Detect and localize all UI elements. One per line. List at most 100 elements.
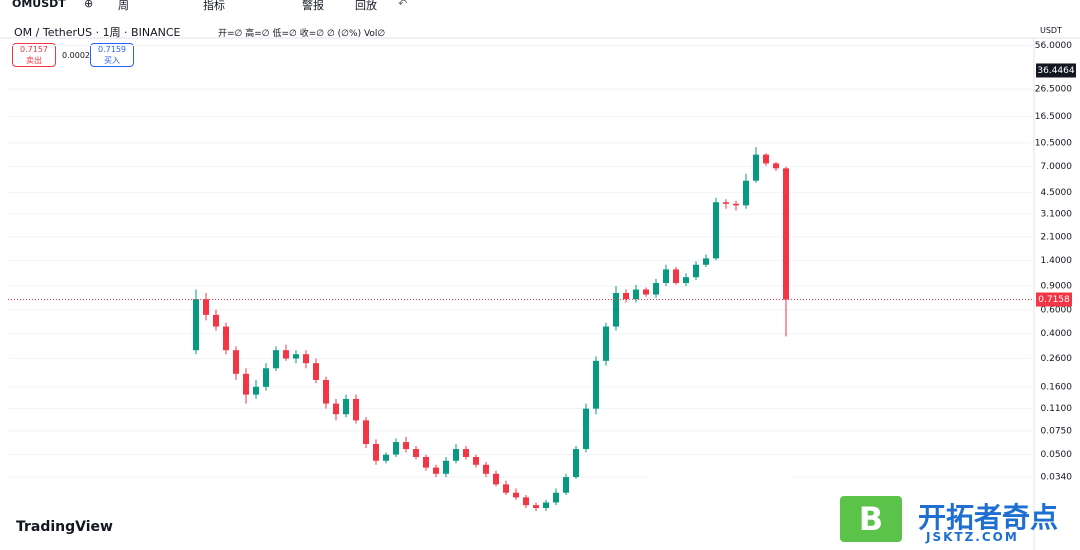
candle-body [233,350,239,374]
interval[interactable]: 周 [118,0,129,12]
y-tick-label: 16.5000 [1035,112,1072,122]
watermark-url: JSKTZ.COM [926,530,1019,544]
candle-body [223,326,229,351]
candle-body [463,449,469,457]
watermark-bg [650,465,790,545]
y-tick-label: 1.4000 [1041,256,1073,266]
buy-button[interactable]: 0.7159 买入 [90,43,134,67]
candle-body [473,456,479,465]
y-tick-label: 0.0500 [1041,450,1073,460]
symbol-search[interactable]: OMUSDT [12,0,66,10]
candle-body [683,277,689,284]
y-tick-label: 0.2600 [1041,354,1073,364]
candle-body [513,492,519,498]
candle-body [753,154,759,181]
candle-body [503,484,509,493]
y-tick-label: 0.0340 [1041,473,1073,483]
candle-body [543,502,549,509]
candle-body [723,202,729,204]
candle-body [533,505,539,509]
y-tick-label: 0.4000 [1041,329,1073,339]
candle-body [413,449,419,457]
candle-body [713,202,719,259]
y-tick-label: 7.0000 [1041,162,1073,172]
watermark-icon: B [840,496,902,542]
indicators[interactable]: 指标 [203,0,225,12]
y-tick-label: 2.1000 [1041,232,1073,242]
candle-body [743,180,749,206]
candle-body [443,460,449,474]
candle-body [663,269,669,284]
candle-body [703,258,709,265]
candle-body [203,299,209,315]
y-tick-label: 3.1000 [1041,210,1073,220]
candle-body [523,497,529,506]
candle-body [193,299,199,351]
candle-body [763,154,769,164]
candle-body [343,398,349,415]
candle-body [773,163,779,169]
sell-price: 0.7157 [20,45,48,54]
y-tick-label: 0.0750 [1041,426,1073,436]
candle-body [283,350,289,359]
candle-body [253,386,259,395]
candle-body [363,420,369,444]
candle-body [393,442,399,455]
crosshair-box [1036,63,1076,78]
candle-body [643,289,649,295]
candle-body [313,363,319,380]
undo[interactable]: ↶ [398,0,408,10]
candle-body [633,289,639,300]
tradingview-logo: TradingView [16,519,113,535]
y-tick-label: 10.5000 [1035,139,1072,149]
sell-label: 卖出 [26,56,42,65]
candle-body [603,326,609,361]
candle-body [623,293,629,300]
candle-body [573,449,579,478]
candle-body [323,379,329,404]
y-tick-label: 0.9000 [1041,282,1073,292]
candle-body [383,454,389,461]
candle-body [333,403,339,415]
candle-body [783,168,789,300]
add-symbol[interactable]: ⊕ [84,0,94,10]
legend-ohlc: 开=∅ 高=∅ 低=∅ 收=∅ ∅ (∅%) Vol∅ [218,29,386,39]
alerts[interactable]: 警报 [302,0,324,12]
candle-body [303,354,309,364]
last-price-label: 0.7158 [1038,295,1070,305]
y-tick-label: 56.0000 [1035,41,1072,51]
candle-body [583,408,589,450]
candle-body [433,467,439,474]
candle-body [453,449,459,461]
buy-price: 0.7159 [98,45,126,54]
candle-body [293,354,299,359]
candle-body [403,442,409,450]
last-price-box [1036,292,1072,307]
candle-body [213,314,219,327]
candle-body [733,203,739,206]
currency[interactable]: USDT [1040,26,1062,35]
crosshair-label: 36.4464 [1037,66,1074,76]
candle-body [563,477,569,493]
candle-body [653,283,659,295]
toolbar: OMUSDT ⊕ 周 指标 警报 回放 ↶ [0,0,1080,14]
legend-title: OM / TetherUS · 1周 · BINANCE [14,26,181,39]
candle-body [493,473,499,485]
replay[interactable]: 回放 [355,0,377,12]
y-tick-label: 0.1600 [1041,382,1073,392]
candle-body [263,368,269,387]
y-tick-label: 26.5000 [1035,85,1072,95]
spread: 0.0002 [62,51,90,60]
candle-body [613,293,619,327]
candle-body [673,269,679,284]
sell-button[interactable]: 0.7157 卖出 [12,43,56,67]
candle-body [353,398,359,421]
candle-body [273,350,279,369]
y-tick-label: 4.5000 [1041,188,1073,198]
candle-body [593,360,599,409]
candle-body [243,373,249,395]
candle-body [483,464,489,474]
candle-body [373,443,379,461]
